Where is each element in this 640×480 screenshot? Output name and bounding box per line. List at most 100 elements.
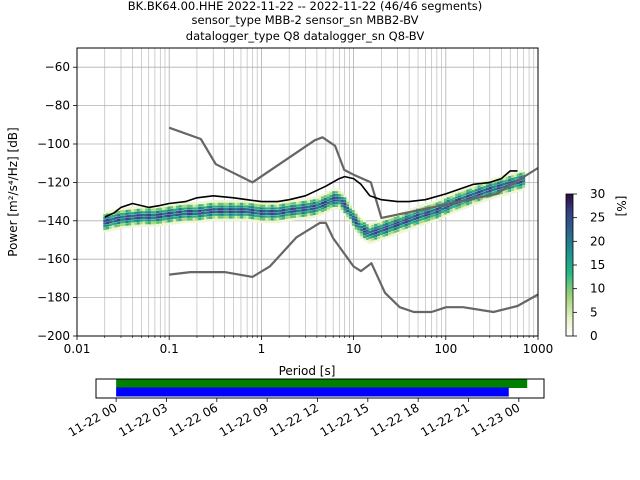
heatmap-cell <box>133 217 137 220</box>
y-tick-label: −200 <box>37 329 70 343</box>
heatmap-cell <box>388 229 392 233</box>
heatmap-cell <box>237 200 241 203</box>
heatmap-cell <box>228 205 232 208</box>
heatmap-cell <box>214 208 218 211</box>
heatmap-cell <box>282 214 286 217</box>
heatmap-cell <box>337 201 341 205</box>
heatmap-cell <box>402 219 406 222</box>
heatmap-cell <box>142 213 146 217</box>
heatmap-cell <box>469 191 473 194</box>
heatmap-cell <box>133 206 137 209</box>
heatmap-cell <box>178 207 182 211</box>
heatmap-cell <box>178 205 182 208</box>
heatmap-cell <box>480 200 484 203</box>
heatmap-cell <box>198 215 202 218</box>
heatmap-cell <box>477 201 481 204</box>
heatmap-cell <box>469 201 473 205</box>
heatmap-cell <box>106 218 110 222</box>
heatmap-cell <box>217 210 221 214</box>
heatmap-cell <box>329 192 333 195</box>
heatmap-cell <box>145 211 149 214</box>
heatmap-cell <box>418 218 422 221</box>
heatmap-cell <box>170 206 174 209</box>
heatmap-cell <box>212 205 216 208</box>
heatmap-cell <box>273 210 277 213</box>
heatmap-cell <box>108 210 112 213</box>
heatmap-cell <box>164 206 168 210</box>
heatmap-cell <box>111 214 115 218</box>
heatmap-cell <box>349 211 353 214</box>
heatmap-cell <box>390 226 394 229</box>
heatmap-cell <box>477 185 481 188</box>
heatmap-cell <box>340 199 344 203</box>
heatmap-cell <box>430 220 434 223</box>
heatmap-cell <box>497 176 501 179</box>
heatmap-cell <box>346 206 350 210</box>
heatmap-cell <box>240 205 244 208</box>
heatmap-cell <box>304 214 308 217</box>
heatmap-cell <box>505 187 509 190</box>
heatmap-cell <box>290 205 294 208</box>
heatmap-cell <box>254 214 258 217</box>
heatmap-cell <box>312 215 316 218</box>
heatmap-cell <box>136 214 140 217</box>
heatmap-cell <box>189 201 193 205</box>
heatmap-cell <box>284 203 288 206</box>
heatmap-cell <box>192 218 196 221</box>
heatmap-cell <box>106 221 110 225</box>
heatmap-cell <box>248 200 252 203</box>
heatmap-cell <box>276 204 280 207</box>
heatmap-cell <box>108 229 112 232</box>
heatmap-cell <box>351 223 355 226</box>
heatmap-cell <box>282 200 286 204</box>
heatmap-cell <box>133 225 137 228</box>
heatmap-cell <box>136 211 140 214</box>
heatmap-cell <box>217 202 221 206</box>
heatmap-cell <box>346 204 350 207</box>
heatmap-cell <box>365 221 369 224</box>
heatmap-cell <box>418 210 422 213</box>
heatmap-cell <box>120 226 124 229</box>
heatmap-cell <box>410 208 414 211</box>
heatmap-cell <box>175 208 179 211</box>
heatmap-cell <box>231 210 235 214</box>
heatmap-cell <box>287 210 291 214</box>
heatmap-cell <box>251 206 255 209</box>
heatmap-cell <box>329 197 333 201</box>
heatmap-cell <box>407 227 411 231</box>
heatmap-cell <box>120 213 124 216</box>
heatmap-cell <box>217 200 221 203</box>
heatmap-cell <box>147 224 151 227</box>
heatmap-cell <box>449 206 453 210</box>
heatmap-cell <box>323 192 327 195</box>
heatmap-cell <box>516 170 520 174</box>
heatmap-cell <box>365 240 369 243</box>
heatmap-cell <box>164 215 168 218</box>
heatmap-cell <box>206 205 210 209</box>
heatmap-cell <box>298 214 302 218</box>
heatmap-cell <box>323 203 327 206</box>
heatmap-cell <box>407 225 411 228</box>
heatmap-cell <box>279 220 283 223</box>
heatmap-cell <box>508 175 512 179</box>
heatmap-cell <box>363 233 367 236</box>
heatmap-cell <box>242 202 246 206</box>
heatmap-cell <box>147 221 151 225</box>
heatmap-cell <box>432 200 436 204</box>
heatmap-cell <box>131 225 135 228</box>
heatmap-cell <box>455 193 459 197</box>
heatmap-cell <box>170 203 174 206</box>
heatmap-cell <box>122 210 126 213</box>
heatmap-cell <box>508 186 512 190</box>
heatmap-cell <box>508 189 512 192</box>
title-line-3: datalogger_type Q8 datalogger_sn Q8-BV <box>186 29 425 43</box>
title-line-2: sensor_type MBB-2 sensor_sn MBB2-BV <box>192 13 419 27</box>
heatmap-cell <box>234 216 238 219</box>
heatmap-cell <box>485 185 489 188</box>
heatmap-cell <box>343 197 347 200</box>
plot-frame <box>76 47 539 337</box>
x-tick-label: 1000 <box>523 342 554 356</box>
heatmap-cell <box>150 211 154 214</box>
heatmap-cell <box>178 215 182 219</box>
heatmap-cell <box>474 189 478 192</box>
